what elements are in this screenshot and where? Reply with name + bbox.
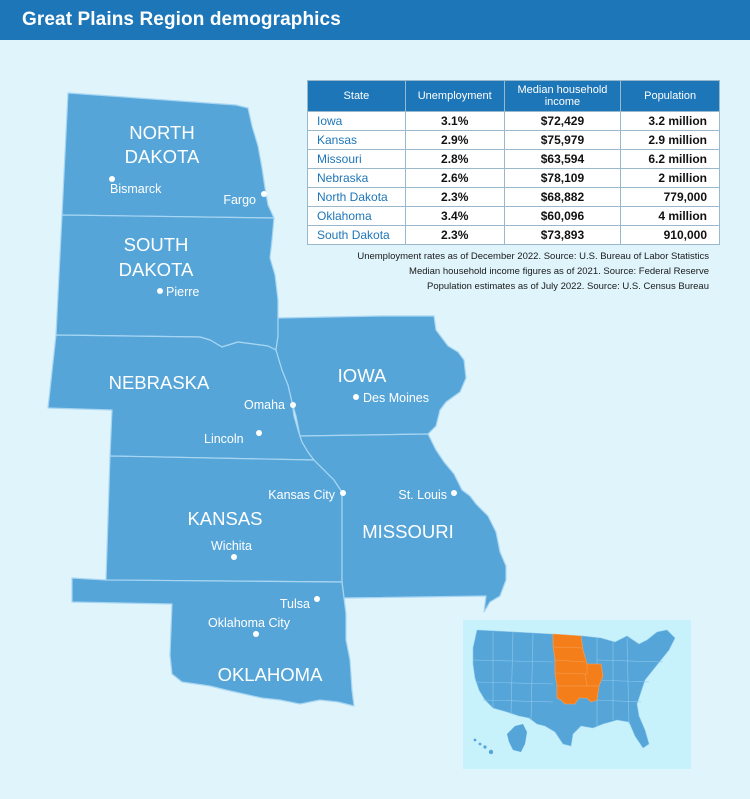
cell-income: $72,429 xyxy=(503,111,622,131)
table-row: Oklahoma 3.4% $60,096 4 million xyxy=(307,206,720,226)
note-income: Median household income figures as of 20… xyxy=(409,266,709,277)
cell-population: 3.2 million xyxy=(620,111,720,131)
oklahoma-city-label: Oklahoma City xyxy=(208,616,291,630)
wichita-label: Wichita xyxy=(211,539,252,553)
great-plains-highlight xyxy=(552,633,604,705)
bismarck-dot xyxy=(109,176,115,182)
table-row: South Dakota 2.3% $73,893 910,000 xyxy=(307,225,720,245)
cell-unemployment: 2.3% xyxy=(404,225,505,245)
tulsa-label: Tulsa xyxy=(280,597,310,611)
cell-population: 2.9 million xyxy=(620,130,720,150)
state-missouri xyxy=(299,433,507,613)
south-dakota-label-line1: SOUTH xyxy=(124,234,189,255)
cell-unemployment: 3.4% xyxy=(404,206,505,226)
cell-income: $63,594 xyxy=(503,149,622,169)
nebraska-label: NEBRASKA xyxy=(109,372,210,393)
cell-state: Kansas xyxy=(307,130,406,150)
st-louis-dot xyxy=(451,490,457,496)
table-row: Missouri 2.8% $63,594 6.2 million xyxy=(307,149,720,169)
south-dakota-label-line2: DAKOTA xyxy=(119,259,194,280)
header-income: Median household income xyxy=(503,80,622,112)
lincoln-label: Lincoln xyxy=(204,432,244,446)
cell-unemployment: 2.3% xyxy=(404,187,505,207)
cell-population: 4 million xyxy=(620,206,720,226)
cell-state: North Dakota xyxy=(307,187,406,207)
north-dakota-label-line2: DAKOTA xyxy=(125,146,200,167)
source-notes: Unemployment rates as of December 2022. … xyxy=(357,249,709,294)
table-row: Nebraska 2.6% $78,109 2 million xyxy=(307,168,720,188)
iowa-label: IOWA xyxy=(338,365,387,386)
cell-unemployment: 2.6% xyxy=(404,168,505,188)
pierre-label: Pierre xyxy=(166,285,199,299)
cell-population: 2 million xyxy=(620,168,720,188)
des-moines-dot xyxy=(353,394,359,400)
cell-state: Iowa xyxy=(307,111,406,131)
hawaii-islands xyxy=(473,738,494,755)
bismarck-label: Bismarck xyxy=(110,182,162,196)
kansas-label: KANSAS xyxy=(187,508,262,529)
fargo-label: Fargo xyxy=(223,193,256,207)
tulsa-dot xyxy=(314,596,320,602)
st-louis-label: St. Louis xyxy=(398,488,447,502)
wichita-dot xyxy=(231,554,237,560)
cell-income: $75,979 xyxy=(503,130,622,150)
page-title: Great Plains Region demographics xyxy=(22,9,341,30)
cell-population: 779,000 xyxy=(620,187,720,207)
table-row: Iowa 3.1% $72,429 3.2 million xyxy=(307,111,720,131)
kansas-city-label: Kansas City xyxy=(268,488,335,502)
omaha-label: Omaha xyxy=(244,398,285,412)
omaha-dot xyxy=(290,402,296,408)
state-oklahoma xyxy=(71,577,355,707)
great-plains-map: NORTH DAKOTA SOUTH DAKOTA NEBRASKA IOWA … xyxy=(47,92,507,707)
table-row: Kansas 2.9% $75,979 2.9 million xyxy=(307,130,720,150)
cell-state: Oklahoma xyxy=(307,206,406,226)
cell-population: 910,000 xyxy=(620,225,720,245)
missouri-label: MISSOURI xyxy=(362,521,453,542)
header-unemployment: Unemployment xyxy=(404,80,505,112)
des-moines-label: Des Moines xyxy=(363,391,429,405)
header-state: State xyxy=(307,80,406,112)
fargo-dot xyxy=(261,191,267,197)
title-bar: Great Plains Region demographics xyxy=(0,0,750,40)
cell-state: South Dakota xyxy=(307,225,406,245)
table-row: North Dakota 2.3% $68,882 779,000 xyxy=(307,187,720,207)
note-unemployment: Unemployment rates as of December 2022. … xyxy=(357,251,709,262)
header-population: Population xyxy=(620,80,720,112)
cell-unemployment: 2.9% xyxy=(404,130,505,150)
cell-income: $73,893 xyxy=(503,225,622,245)
oklahoma-city-dot xyxy=(253,631,259,637)
cell-unemployment: 3.1% xyxy=(404,111,505,131)
cell-unemployment: 2.8% xyxy=(404,149,505,169)
demographics-table: State Unemployment Median household inco… xyxy=(307,80,720,245)
kansas-city-dot xyxy=(340,490,346,496)
note-population: Population estimates as of July 2022. So… xyxy=(427,281,709,292)
cell-population: 6.2 million xyxy=(620,149,720,169)
north-dakota-label-line1: NORTH xyxy=(129,122,194,143)
pierre-dot xyxy=(157,288,163,294)
us-locator-map xyxy=(463,620,691,769)
cell-income: $60,096 xyxy=(503,206,622,226)
cell-income: $68,882 xyxy=(503,187,622,207)
table-header-row: State Unemployment Median household inco… xyxy=(307,80,720,112)
lincoln-dot xyxy=(256,430,262,436)
alaska-shape xyxy=(507,724,527,752)
oklahoma-label: OKLAHOMA xyxy=(218,664,324,685)
us-locator-svg xyxy=(472,629,676,755)
cell-state: Nebraska xyxy=(307,168,406,188)
cell-income: $78,109 xyxy=(503,168,622,188)
cell-state: Missouri xyxy=(307,149,406,169)
